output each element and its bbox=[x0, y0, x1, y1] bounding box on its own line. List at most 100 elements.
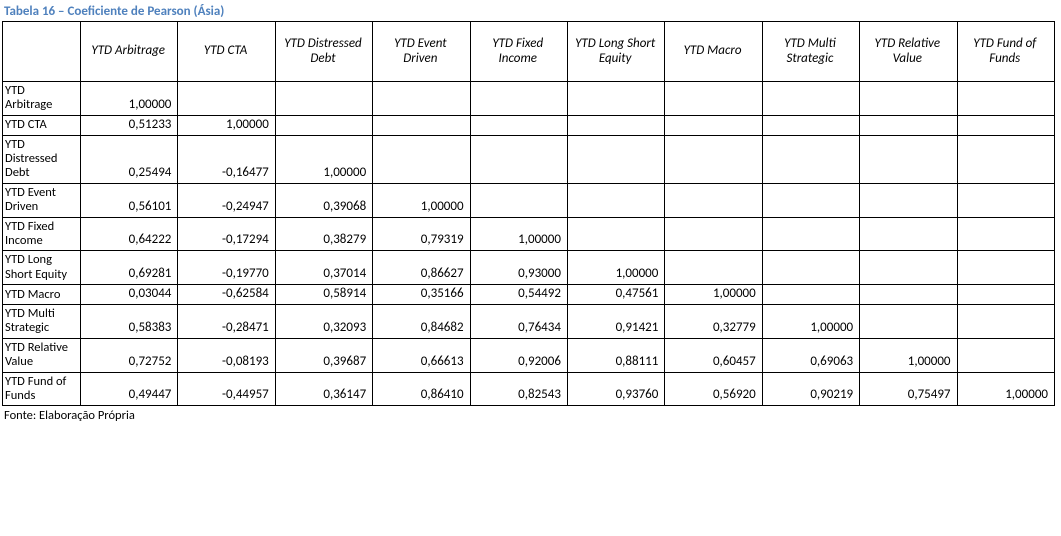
cell-value: -0,44957 bbox=[178, 372, 275, 406]
cell-value: 1,00000 bbox=[860, 338, 957, 372]
cell-value: 1,00000 bbox=[81, 82, 178, 116]
cell-empty bbox=[275, 82, 372, 116]
cell-value: 0,54492 bbox=[470, 285, 567, 305]
row-label: YTD Fund of Funds bbox=[3, 372, 81, 406]
cell-empty bbox=[665, 251, 762, 285]
row-label: YTD Fixed Income bbox=[3, 217, 81, 251]
cell-value: -0,19770 bbox=[178, 251, 275, 285]
cell-empty bbox=[860, 285, 957, 305]
cell-value: 0,32093 bbox=[275, 305, 372, 339]
row-label: YTD Relative Value bbox=[3, 338, 81, 372]
cell-empty bbox=[665, 217, 762, 251]
cell-value: 0,84682 bbox=[373, 305, 470, 339]
cell-empty bbox=[762, 115, 859, 135]
cell-empty bbox=[470, 115, 567, 135]
cell-value: -0,08193 bbox=[178, 338, 275, 372]
row-label: YTD Event Driven bbox=[3, 183, 81, 217]
col-header: YTD Distressed Debt bbox=[275, 22, 372, 82]
cell-empty bbox=[275, 115, 372, 135]
cell-empty bbox=[860, 183, 957, 217]
row-label: YTD Long Short Equity bbox=[3, 251, 81, 285]
header-blank bbox=[3, 22, 81, 82]
cell-value: 0,93760 bbox=[567, 372, 664, 406]
cell-empty bbox=[762, 82, 859, 116]
cell-empty bbox=[860, 305, 957, 339]
cell-empty bbox=[665, 135, 762, 183]
cell-value: -0,16477 bbox=[178, 135, 275, 183]
table-header-row: YTD Arbitrage YTD CTA YTD Distressed Deb… bbox=[3, 22, 1055, 82]
cell-empty bbox=[860, 135, 957, 183]
cell-value: 0,90219 bbox=[762, 372, 859, 406]
cell-value: 0,25494 bbox=[81, 135, 178, 183]
cell-value: 0,92006 bbox=[470, 338, 567, 372]
table-row: YTD Long Short Equity0,69281-0,197700,37… bbox=[3, 251, 1055, 285]
cell-value: 1,00000 bbox=[665, 285, 762, 305]
cell-empty bbox=[178, 82, 275, 116]
cell-value: 0,56101 bbox=[81, 183, 178, 217]
col-header: YTD Fund of Funds bbox=[957, 22, 1054, 82]
cell-empty bbox=[957, 305, 1054, 339]
col-header: YTD Relative Value bbox=[860, 22, 957, 82]
cell-value: 0,39068 bbox=[275, 183, 372, 217]
cell-empty bbox=[762, 183, 859, 217]
cell-empty bbox=[470, 135, 567, 183]
cell-value: 0,39687 bbox=[275, 338, 372, 372]
cell-value: 1,00000 bbox=[178, 115, 275, 135]
col-header: YTD CTA bbox=[178, 22, 275, 82]
cell-value: 0,86410 bbox=[373, 372, 470, 406]
row-label: YTD Multi Strategic bbox=[3, 305, 81, 339]
cell-value: 0,47561 bbox=[567, 285, 664, 305]
table-row: YTD Distressed Debt0,25494-0,164771,0000… bbox=[3, 135, 1055, 183]
table-row: YTD Macro0,03044-0,625840,589140,351660,… bbox=[3, 285, 1055, 305]
cell-value: 0,51233 bbox=[81, 115, 178, 135]
cell-value: 0,76434 bbox=[470, 305, 567, 339]
cell-empty bbox=[762, 285, 859, 305]
cell-value: 0,60457 bbox=[665, 338, 762, 372]
cell-empty bbox=[860, 115, 957, 135]
cell-value: 0,66613 bbox=[373, 338, 470, 372]
cell-value: 0,36147 bbox=[275, 372, 372, 406]
table-row: YTD Event Driven0,56101-0,249470,390681,… bbox=[3, 183, 1055, 217]
cell-value: 0,88111 bbox=[567, 338, 664, 372]
table-row: YTD CTA0,512331,00000 bbox=[3, 115, 1055, 135]
cell-empty bbox=[665, 115, 762, 135]
col-header: YTD Fixed Income bbox=[470, 22, 567, 82]
row-label: YTD Distressed Debt bbox=[3, 135, 81, 183]
cell-empty bbox=[762, 135, 859, 183]
cell-empty bbox=[470, 183, 567, 217]
cell-empty bbox=[957, 115, 1054, 135]
cell-value: -0,17294 bbox=[178, 217, 275, 251]
cell-empty bbox=[762, 251, 859, 285]
table-row: YTD Fund of Funds0,49447-0,449570,361470… bbox=[3, 372, 1055, 406]
page: Tabela 16 – Coeficiente de Pearson (Ásia… bbox=[0, 0, 1061, 429]
cell-empty bbox=[957, 285, 1054, 305]
cell-value: 0,93000 bbox=[470, 251, 567, 285]
cell-empty bbox=[860, 217, 957, 251]
cell-value: 0,64222 bbox=[81, 217, 178, 251]
cell-empty bbox=[957, 251, 1054, 285]
cell-value: 0,58914 bbox=[275, 285, 372, 305]
row-label: YTD Macro bbox=[3, 285, 81, 305]
table-row: YTD Fixed Income0,64222-0,172940,382790,… bbox=[3, 217, 1055, 251]
cell-empty bbox=[567, 217, 664, 251]
cell-empty bbox=[567, 82, 664, 116]
cell-value: 1,00000 bbox=[373, 183, 470, 217]
row-label: YTD CTA bbox=[3, 115, 81, 135]
cell-empty bbox=[665, 82, 762, 116]
cell-value: 0,86627 bbox=[373, 251, 470, 285]
cell-empty bbox=[567, 183, 664, 217]
cell-empty bbox=[957, 217, 1054, 251]
cell-empty bbox=[373, 115, 470, 135]
table-body: YTD Arbitrage1,00000YTD CTA0,512331,0000… bbox=[3, 82, 1055, 406]
cell-empty bbox=[860, 82, 957, 116]
cell-empty bbox=[665, 183, 762, 217]
col-header: YTD Multi Strategic bbox=[762, 22, 859, 82]
cell-value: 0,37014 bbox=[275, 251, 372, 285]
cell-empty bbox=[957, 135, 1054, 183]
cell-value: -0,28471 bbox=[178, 305, 275, 339]
table-row: YTD Relative Value0,72752-0,081930,39687… bbox=[3, 338, 1055, 372]
table-footer: Fonte: Elaboração Própria bbox=[4, 408, 1055, 423]
cell-value: 1,00000 bbox=[567, 251, 664, 285]
cell-value: 0,69281 bbox=[81, 251, 178, 285]
cell-empty bbox=[762, 217, 859, 251]
